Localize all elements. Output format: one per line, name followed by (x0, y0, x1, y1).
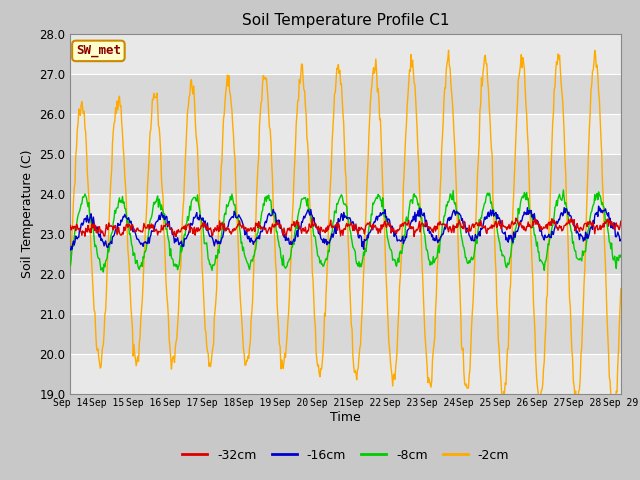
Bar (70, 154, 621, 193)
Bar (70, 313, 621, 354)
Title: Soil Temperature Profile C1: Soil Temperature Profile C1 (242, 13, 449, 28)
Text: SW_met: SW_met (76, 44, 121, 58)
Bar (70, 114, 621, 154)
Legend: -32cm, -16cm, -8cm, -2cm: -32cm, -16cm, -8cm, -2cm (177, 444, 514, 467)
Bar (70, 193, 621, 234)
Bar (70, 34, 621, 73)
Bar (70, 234, 621, 274)
Y-axis label: Soil Temperature (C): Soil Temperature (C) (21, 149, 34, 278)
Bar (70, 274, 621, 313)
Bar (70, 73, 621, 114)
Bar (70, 354, 621, 394)
X-axis label: Time: Time (330, 411, 361, 424)
